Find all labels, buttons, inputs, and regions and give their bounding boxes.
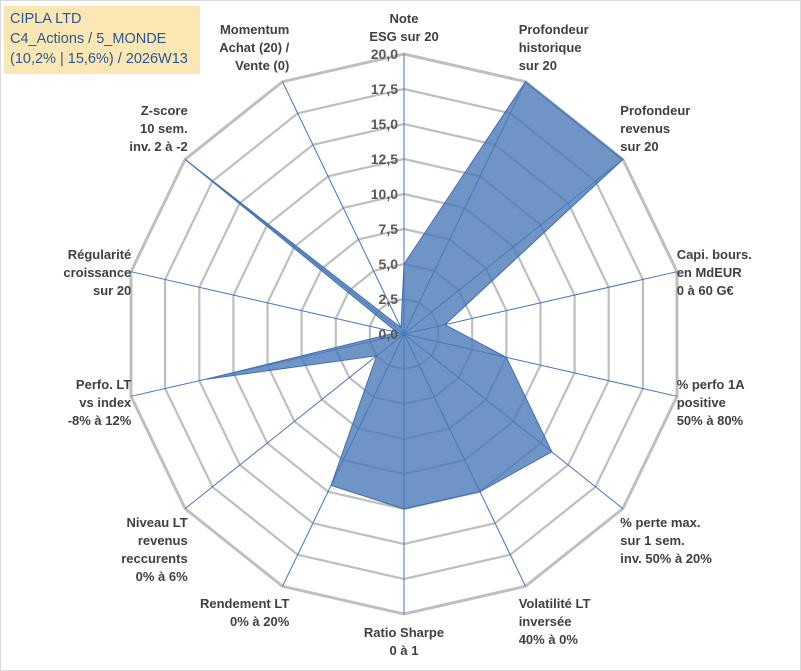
- axis-label-line: sur 20: [519, 58, 557, 73]
- axis-label-line: Note: [390, 11, 419, 26]
- axis-spoke: [130, 271, 405, 335]
- axis-label: Profondeur historique sur 20: [519, 22, 589, 73]
- axis-label-line: Profondeur: [620, 103, 690, 118]
- axis-label: Ratio Sharpe 0 à 1: [364, 625, 444, 658]
- data-series-area: [184, 80, 624, 510]
- axis-label-line: inv. 2 à -2: [129, 139, 187, 154]
- tick-label: 0,0: [379, 326, 399, 342]
- axis-label-line: Profondeur: [519, 22, 589, 37]
- company-name: CIPLA LTD: [10, 11, 82, 27]
- axis-label-line: vs index: [79, 395, 132, 410]
- tick-label: 20,0: [371, 46, 398, 62]
- tick-label: 5,0: [379, 256, 399, 272]
- axis-spoke: [282, 81, 405, 335]
- axis-label-line: revenus: [138, 533, 188, 548]
- axis-label: Capi. bours. en MdEUR 0 à 60 G€: [677, 247, 752, 298]
- axis-label-line: 0 à 1: [390, 643, 419, 658]
- axis-label-line: Niveau LT: [127, 515, 188, 530]
- axis-label-line: 10 sem.: [140, 121, 188, 136]
- tick-label: 12,5: [371, 151, 398, 167]
- tick-label: 2,5: [379, 291, 399, 307]
- axis-label: Régularité croissance sur 20: [63, 247, 131, 298]
- axis-label-line: Rendement LT: [200, 596, 289, 611]
- axis-label-line: % perte max.: [620, 515, 700, 530]
- data-area-layer: [184, 80, 624, 510]
- axis-label-line: inv. 50% à 20%: [620, 551, 712, 566]
- axis-label-line: sur 20: [93, 283, 131, 298]
- axis-label-line: positive: [677, 395, 726, 410]
- axis-label: Volatilité LT inversée 40% à 0%: [519, 596, 591, 647]
- axis-label: Momentum Achat (20) / Vente (0): [219, 22, 289, 73]
- axis-label-line: Régularité: [68, 247, 132, 262]
- tick-label-layer: 0,0 2,5 5,0 7,5 10,0 12,5 15,0 17,5 20,0: [371, 46, 398, 342]
- axis-label: Profondeur revenus sur 20: [620, 103, 690, 154]
- axis-label-line: sur 1 sem.: [620, 533, 684, 548]
- axis-label-line: historique: [519, 40, 582, 55]
- axis-label: Note ESG sur 20: [369, 11, 438, 44]
- axis-label-line: sur 20: [620, 139, 658, 154]
- tick-label: 15,0: [371, 116, 398, 132]
- axis-label-line: 0 à 60 G€: [677, 283, 734, 298]
- axis-label-line: ESG sur 20: [369, 29, 438, 44]
- axis-label-line: reccurents: [121, 551, 187, 566]
- axis-label-line: Vente (0): [235, 58, 289, 73]
- tick-label: 7,5: [379, 221, 399, 237]
- axis-label-line: 0% à 20%: [230, 614, 290, 629]
- axis-label-line: croissance: [63, 265, 131, 280]
- axis-label-line: 0% à 6%: [136, 569, 188, 584]
- axis-label-line: Momentum: [220, 22, 289, 37]
- axis-label: Rendement LT 0% à 20%: [200, 596, 290, 629]
- axis-label: Perfo. LT vs index -8% à 12%: [68, 377, 132, 428]
- info-box: CIPLA LTD C4_Actions / 5_MONDE (10,2% | …: [4, 6, 200, 74]
- axis-label-line: 50% à 80%: [677, 413, 744, 428]
- axis-label-line: Perfo. LT: [76, 377, 131, 392]
- tick-label: 10,0: [371, 186, 398, 202]
- portfolio-label: C4_Actions / 5_MONDE: [10, 31, 167, 47]
- axis-spoke: [184, 333, 405, 509]
- axis-label-line: 40% à 0%: [519, 632, 579, 647]
- tick-label: 17,5: [371, 81, 398, 97]
- axis-label-line: revenus: [620, 121, 670, 136]
- axis-label: % perte max. sur 1 sem. inv. 50% à 20%: [620, 515, 712, 566]
- axis-label-line: Z-score: [141, 103, 188, 118]
- axis-label-layer: Note ESG sur 20 Profondeur historique sur 20…: [63, 11, 751, 658]
- axis-label: Z-score 10 sem. inv. 2 à -2: [129, 103, 187, 154]
- axis-spoke: [403, 271, 678, 335]
- axis-label-line: inversée: [519, 614, 572, 629]
- axis-label: Niveau LT revenus reccurents 0% à 6%: [121, 515, 188, 584]
- axis-label-line: Ratio Sharpe: [364, 625, 444, 640]
- axis-label-line: Capi. bours.: [677, 247, 752, 262]
- axis-label-line: Achat (20) /: [219, 40, 289, 55]
- axis-label-line: en MdEUR: [677, 265, 743, 280]
- axis-label-line: -8% à 12%: [68, 413, 132, 428]
- axis-label: % perfo 1A positive 50% à 80%: [677, 377, 746, 428]
- performance-stats: (10,2% | 15,6%) / 2026W13: [10, 51, 188, 67]
- axis-label-line: % perfo 1A: [677, 377, 746, 392]
- axis-label-line: Volatilité LT: [519, 596, 591, 611]
